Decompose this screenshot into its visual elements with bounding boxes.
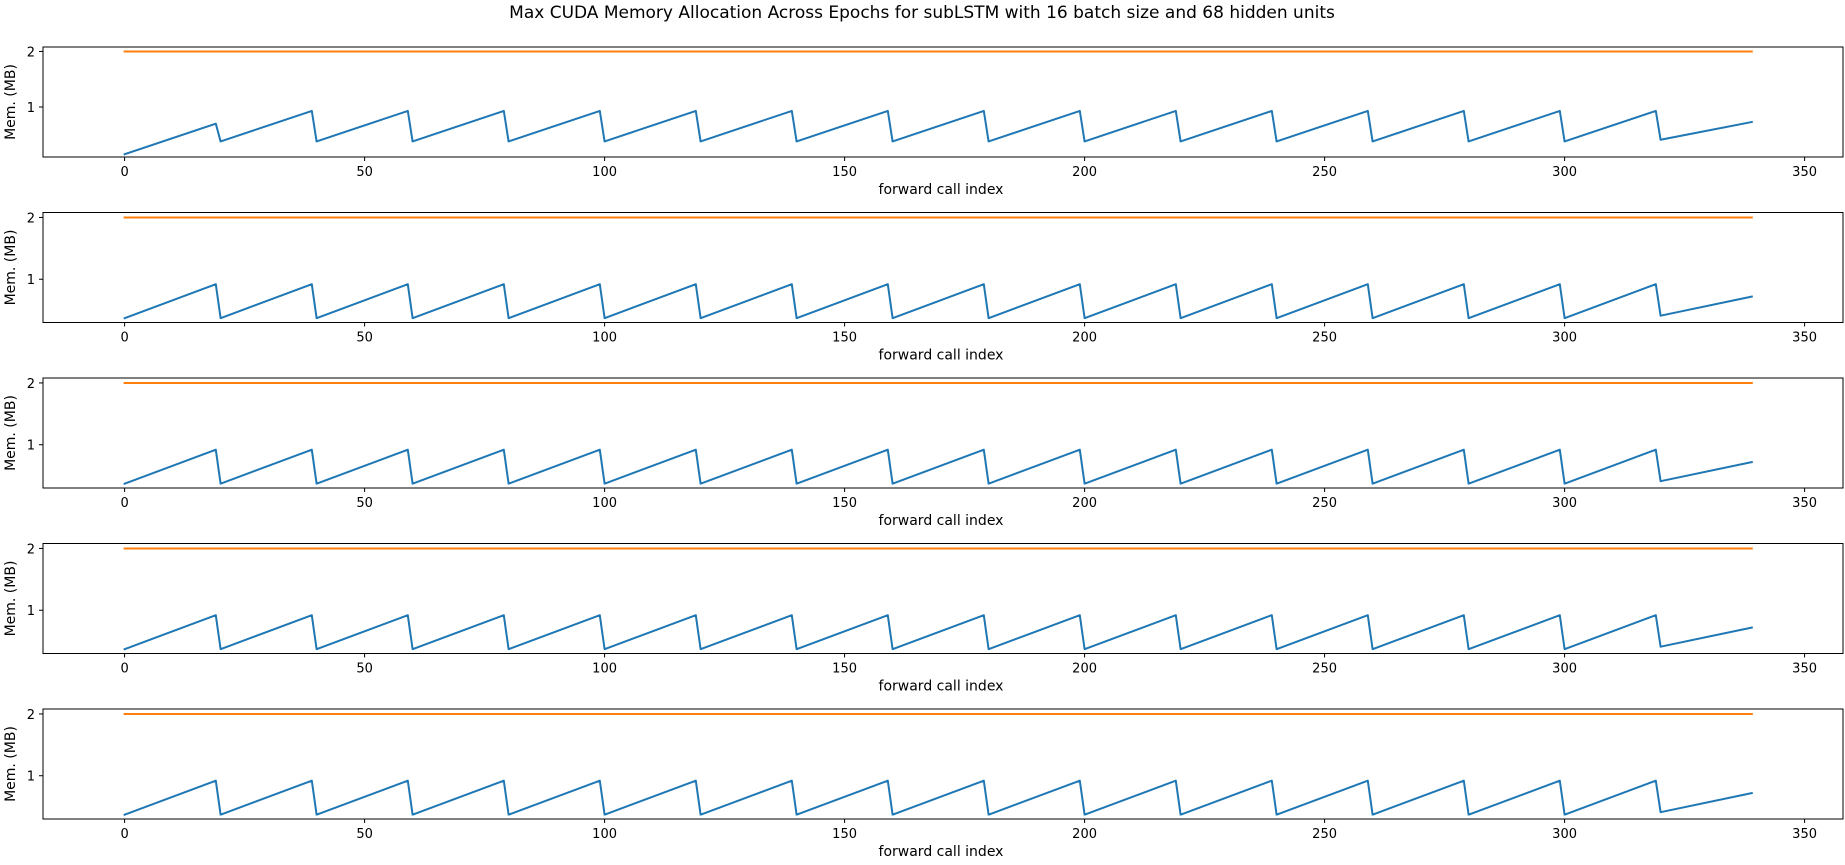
x-tick-label: 200 — [1072, 496, 1097, 511]
x-tick-label: 350 — [1792, 496, 1817, 511]
subplot-3: 0 50 100 150 200 250 300 350 1 2 forward call inde… — [3, 377, 1844, 529]
y-tick-label: 2 — [27, 708, 35, 723]
y-tick-label: 2 — [27, 45, 35, 60]
y-tick-label: 1 — [27, 770, 35, 785]
axes-frame — [42, 46, 1844, 158]
y-tick-label: 2 — [27, 542, 35, 557]
x-tick-label: 350 — [1792, 165, 1817, 180]
y-tick-label: 1 — [27, 604, 35, 619]
x-tick-label: 50 — [356, 165, 373, 180]
x-tick-label: 150 — [832, 827, 857, 842]
x-tick-label: 200 — [1072, 165, 1097, 180]
x-tick-label: 250 — [1312, 496, 1337, 511]
series-line-1 — [123, 109, 1753, 156]
x-tick-label: 300 — [1552, 496, 1577, 511]
x-tick-label: 0 — [120, 496, 128, 511]
x-tick-label: 100 — [592, 827, 617, 842]
y-axis-label: Mem. (MB) — [3, 64, 19, 140]
series-line-1 — [123, 779, 1753, 816]
y-tick-label: 2 — [27, 377, 35, 392]
x-tick-label: 350 — [1792, 331, 1817, 346]
x-tick-label: 300 — [1552, 165, 1577, 180]
figure-title: Max CUDA Memory Allocation Across Epochs… — [509, 3, 1335, 23]
y-tick-label: 1 — [27, 101, 35, 116]
x-tick-label: 150 — [832, 165, 857, 180]
y-tick-label: 1 — [27, 439, 35, 454]
x-tick-label: 200 — [1072, 827, 1097, 842]
x-tick-label: 300 — [1552, 827, 1577, 842]
x-tick-label: 100 — [592, 496, 617, 511]
x-tick-label: 0 — [120, 827, 128, 842]
axes-frame — [42, 708, 1844, 820]
y-tick-label: 1 — [27, 273, 35, 288]
x-tick-label: 0 — [120, 165, 128, 180]
series-line-1 — [123, 448, 1753, 485]
x-tick-label: 0 — [120, 662, 128, 677]
series-line-1 — [123, 614, 1753, 651]
x-axis-label: forward call index — [879, 513, 1004, 529]
subplot-1: 0 50 100 150 200 250 300 350 1 2 forward call inde… — [3, 45, 1844, 198]
axes-frame — [42, 377, 1844, 489]
x-tick-label: 300 — [1552, 662, 1577, 677]
series-line-1 — [123, 283, 1753, 320]
x-tick-label: 200 — [1072, 662, 1097, 677]
x-tick-label: 350 — [1792, 827, 1817, 842]
subplot-4: 0 50 100 150 200 250 300 350 1 2 forward call inde… — [3, 542, 1844, 695]
x-tick-label: 50 — [356, 496, 373, 511]
axes-frame — [42, 543, 1844, 654]
x-tick-label: 200 — [1072, 331, 1097, 346]
x-tick-label: 100 — [592, 331, 617, 346]
subplot-2: 0 50 100 150 200 250 300 350 1 2 forward call inde… — [3, 211, 1844, 364]
subplot-5: 0 50 100 150 200 250 300 350 1 2 forward call inde… — [3, 708, 1844, 860]
x-tick-label: 250 — [1312, 331, 1337, 346]
x-tick-label: 150 — [832, 662, 857, 677]
x-tick-label: 100 — [592, 165, 617, 180]
x-tick-label: 250 — [1312, 827, 1337, 842]
x-tick-label: 300 — [1552, 331, 1577, 346]
y-axis-label: Mem. (MB) — [3, 395, 19, 471]
y-axis-label: Mem. (MB) — [3, 561, 19, 637]
y-axis-label: Mem. (MB) — [3, 726, 19, 802]
x-axis-label: forward call index — [879, 182, 1004, 198]
x-tick-label: 150 — [832, 331, 857, 346]
x-tick-label: 150 — [832, 496, 857, 511]
x-axis-label: forward call index — [879, 679, 1004, 695]
x-tick-label: 100 — [592, 662, 617, 677]
x-tick-label: 250 — [1312, 662, 1337, 677]
x-tick-label: 50 — [356, 662, 373, 677]
y-axis-label: Mem. (MB) — [3, 230, 19, 306]
x-axis-label: forward call index — [879, 844, 1004, 860]
x-axis-label: forward call index — [879, 348, 1004, 364]
x-tick-label: 50 — [356, 331, 373, 346]
x-tick-label: 350 — [1792, 662, 1817, 677]
axes-frame — [42, 212, 1844, 323]
x-tick-label: 250 — [1312, 165, 1337, 180]
x-tick-label: 0 — [120, 331, 128, 346]
x-tick-label: 50 — [356, 827, 373, 842]
y-tick-label: 2 — [27, 211, 35, 226]
